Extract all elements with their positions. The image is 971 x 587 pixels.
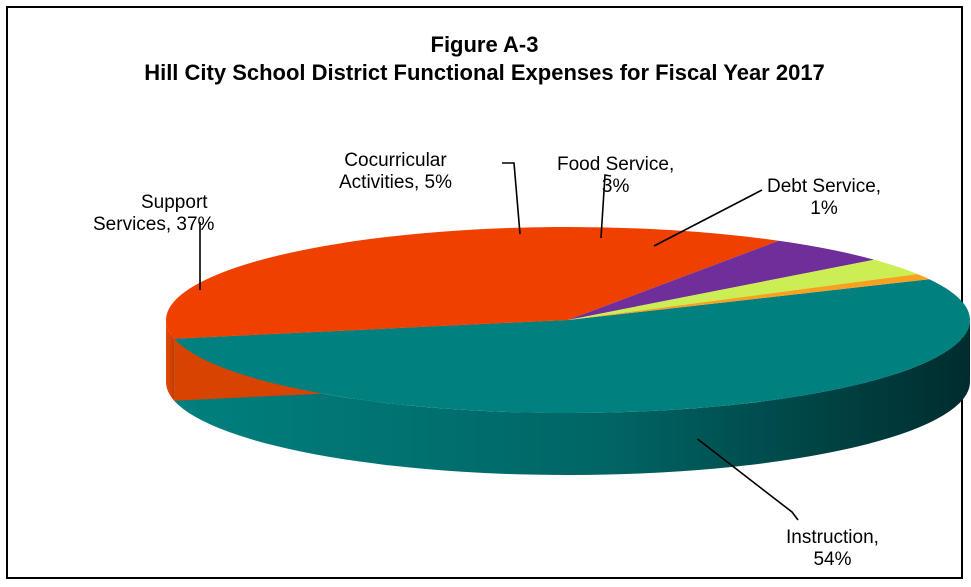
leader-instruction [697,438,799,521]
label-instruction: Instruction, 54% [786,527,879,571]
label-cocurricular-name: Cocurricular [344,150,447,171]
leader-food [600,174,612,239]
label-debt-value: 1% [810,198,838,219]
label-instruction-name: Instruction, [786,527,879,548]
pie-tops [166,227,971,414]
pie-leaders [199,162,799,521]
label-cocurricular-value: Activities, 5% [339,172,452,193]
label-debt: Debt Service, 1% [767,176,881,220]
slice-side-instruction [174,320,970,475]
label-instruction-value: 54% [813,549,852,570]
chart-title: Figure A-3 [430,32,539,57]
chart-subtitle: Hill City School District Functional Exp… [144,60,825,85]
label-cocurricular: Cocurricular Activities, 5% [339,150,452,194]
label-support: Support Services, 37% [93,192,214,236]
label-food: Food Service, 3% [557,154,674,198]
slice-instruction [174,279,971,414]
label-food-name: Food Service, [557,154,675,175]
slice-debt [568,274,930,320]
leader-debt [653,189,763,247]
label-support-name: Support [141,192,208,213]
slice-support [166,227,779,339]
label-debt-name: Debt Service, [767,176,882,197]
label-food-value: 3% [601,176,630,197]
label-support-value: Services, 37% [93,214,215,235]
slice-side-support [166,320,175,401]
leader-cocurricular [502,162,521,235]
slice-cocurricular [568,240,875,320]
slice-food [568,259,918,320]
